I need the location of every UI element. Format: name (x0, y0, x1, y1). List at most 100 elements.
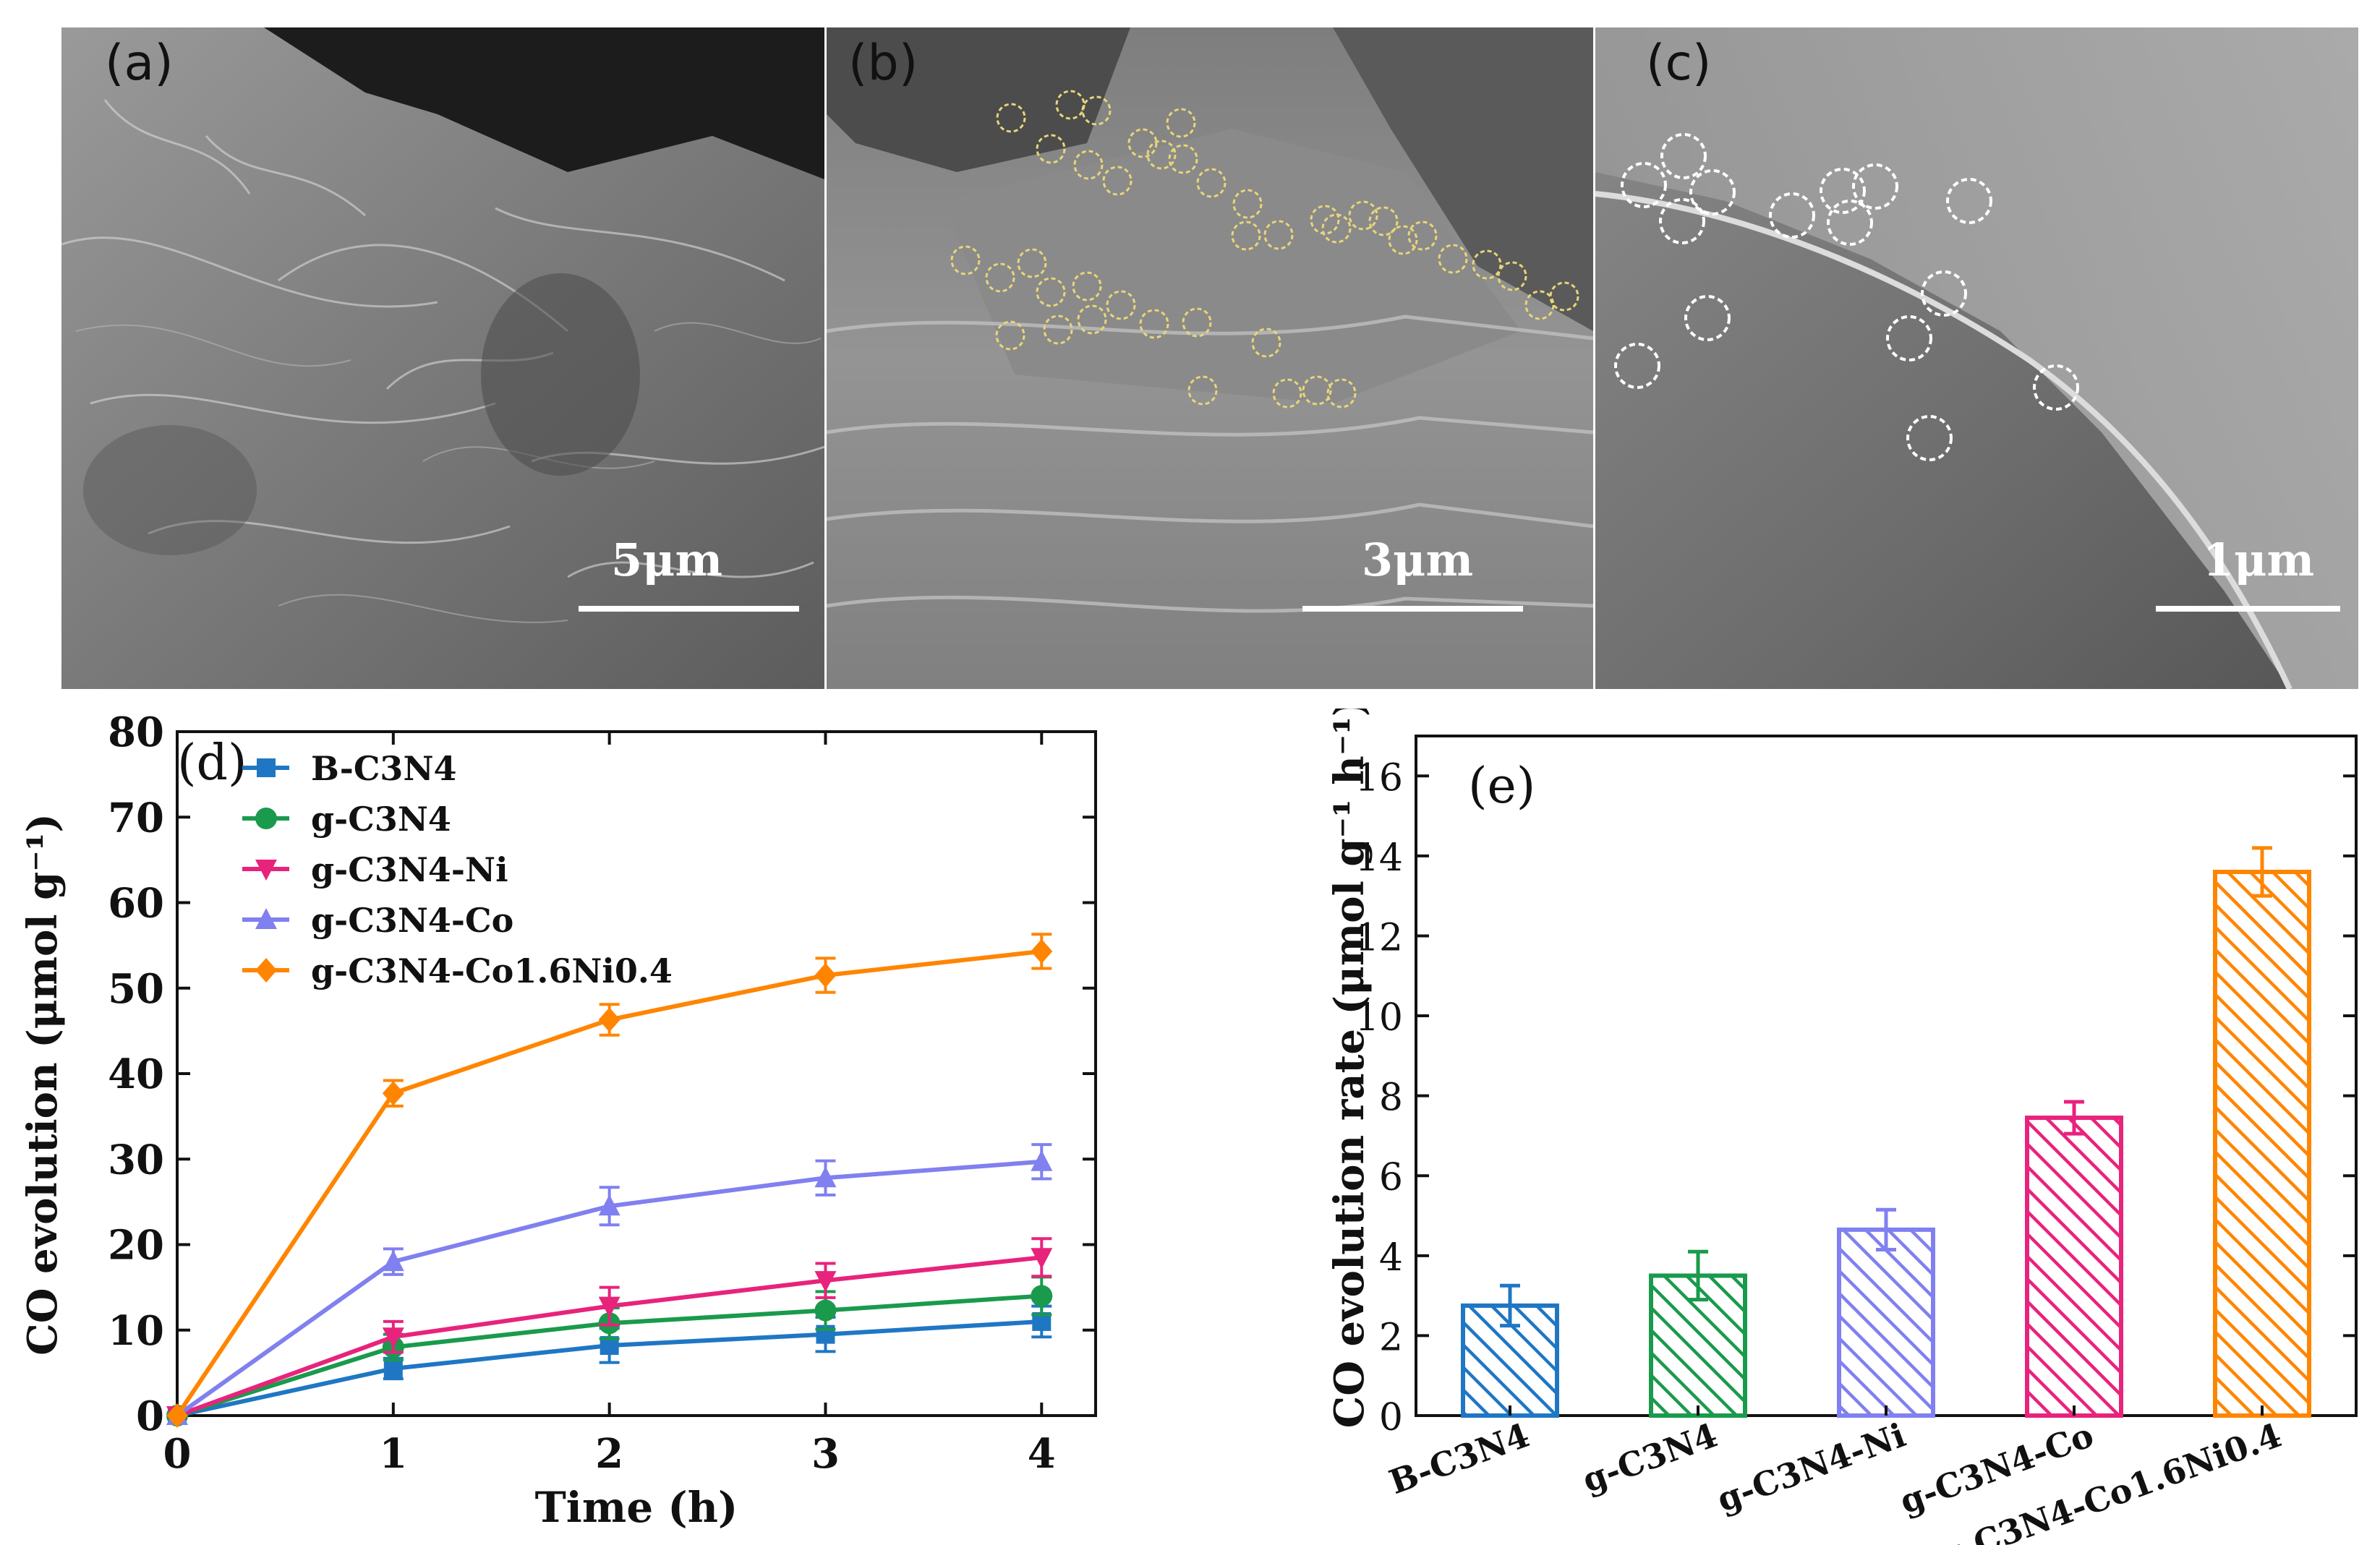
particle-marker (1407, 221, 1438, 251)
bar-group (2025, 1100, 2123, 1418)
y-tick-label: 2 (1379, 1316, 1403, 1359)
particle-marker (1368, 206, 1399, 236)
chart-e-panel-label: (e) (1468, 758, 1535, 815)
data-point (166, 1403, 188, 1428)
y-tick-label: 30 (108, 1136, 164, 1184)
particle-marker (1321, 213, 1352, 244)
legend-entry: g-C3N4-Co1.6Ni0.4 (242, 951, 673, 990)
particle-marker (1036, 277, 1066, 307)
y-tick-label: 6 (1379, 1156, 1403, 1199)
y-tick-label: 16 (1355, 756, 1403, 800)
scale-bar-label-a: 5μm (611, 534, 723, 586)
scale-bar-label-b: 3μm (1362, 534, 1474, 586)
x-tick-label: 0 (163, 1430, 192, 1478)
data-point (814, 1271, 837, 1293)
legend-entry: g-C3N4-Co (242, 901, 513, 940)
data-point (598, 1007, 620, 1032)
legend-entry: g-C3N4 (242, 800, 451, 839)
particle-marker (1549, 281, 1579, 312)
particle-marker (1659, 198, 1705, 244)
data-point (1031, 938, 1053, 964)
particle-marker (1055, 90, 1085, 120)
legend-marker (255, 808, 277, 829)
particle-marker (1272, 378, 1302, 408)
sem-panel-b: (b) 3μm (827, 27, 1593, 689)
y-tick-label: 8 (1379, 1077, 1403, 1120)
x-tick-label: B-C3N4 (1384, 1416, 1535, 1502)
particle-marker (1251, 328, 1281, 358)
chart-d-x-axis-label: Time (h) (535, 1483, 738, 1532)
particle-marker (1017, 248, 1047, 278)
chart-d-y-axis-label: CO evolution (μmol g⁻¹) (19, 813, 67, 1356)
chart-d-panel-label: (d) (177, 735, 247, 792)
particle-marker (1182, 307, 1212, 338)
particle-marker (1684, 295, 1731, 341)
y-tick-label: 14 (1355, 836, 1403, 880)
particle-marker (1106, 290, 1136, 320)
y-tick-label: 4 (1379, 1236, 1403, 1280)
particle-marker (1820, 168, 1866, 214)
scale-bar-a (579, 606, 799, 612)
particle-marker (1187, 375, 1218, 406)
x-tick-label: 2 (595, 1430, 623, 1478)
data-point (1031, 1248, 1053, 1270)
y-tick-label: 20 (108, 1222, 164, 1270)
legend-label: g-C3N4 (311, 800, 451, 839)
data-point (382, 1081, 404, 1106)
y-tick-label: 60 (108, 880, 164, 928)
bar (1837, 1227, 1935, 1418)
particle-marker (1036, 134, 1066, 164)
particle-marker (1827, 200, 1873, 246)
legend-label: g-C3N4-Ni (311, 850, 508, 889)
particle-marker (1852, 163, 1898, 210)
sem-panel-a: (a) 5μm (61, 27, 824, 689)
sem-markers-b (950, 90, 1579, 408)
chart-d-line: (d) Time (h) CO evolution (μmol g⁻¹) 0 1 2… (19, 709, 1097, 1532)
particle-marker (1146, 140, 1177, 170)
particle-marker (995, 320, 1025, 351)
particle-marker (1231, 221, 1261, 251)
data-point (382, 1250, 404, 1272)
particle-marker (1263, 220, 1294, 250)
legend-entry: g-C3N4-Ni (242, 850, 508, 889)
particle-marker (1081, 95, 1112, 126)
data-point (814, 963, 837, 988)
particle-marker (1660, 133, 1707, 179)
data-point (814, 1166, 837, 1188)
particle-marker (1438, 244, 1468, 274)
particle-marker (1166, 108, 1196, 138)
data-point (1031, 1285, 1053, 1307)
particle-marker (1388, 225, 1418, 255)
panel-label-b: (b) (848, 35, 918, 92)
particle-marker (996, 103, 1026, 133)
chart-e-y-axis-label: CO evolution rate (μmol g⁻¹ h⁻¹) (1326, 709, 1373, 1428)
data-point (1031, 1150, 1053, 1171)
sem-image-a (61, 27, 824, 689)
y-tick-label: 50 (108, 965, 164, 1013)
bar-group (1461, 1283, 1559, 1418)
bar-group (1837, 1207, 1935, 1418)
particle-marker (1769, 192, 1815, 239)
particle-marker (1077, 304, 1107, 335)
x-tick-label: g-C3N4 (1577, 1416, 1723, 1500)
sem-panel-c: (c) 1μm (1595, 27, 2358, 689)
y-tick-label: 12 (1355, 916, 1403, 959)
y-tick-label: 40 (108, 1050, 164, 1098)
legend-marker (255, 908, 277, 929)
x-tick-label: 4 (1028, 1430, 1056, 1478)
particle-marker (1168, 144, 1198, 174)
bar-group (1649, 1249, 1747, 1418)
data-point (383, 1358, 403, 1378)
chart-e-bar: (e) CO evolution rate (μmol g⁻¹ h⁻¹) 0 2 4… (1326, 709, 2358, 1545)
particle-marker (950, 245, 981, 275)
series-3 (166, 1143, 1053, 1425)
particle-marker (1139, 309, 1169, 339)
particle-marker (1302, 375, 1332, 406)
particle-marker (1310, 205, 1340, 235)
particle-marker (1921, 270, 1967, 317)
particle-marker (1524, 290, 1555, 320)
panel-label-c: (c) (1646, 35, 1712, 92)
x-tick-label: g-C3N4-Ni (1712, 1416, 1911, 1520)
y-tick-label: 10 (108, 1307, 164, 1355)
particle-marker (1127, 128, 1158, 158)
